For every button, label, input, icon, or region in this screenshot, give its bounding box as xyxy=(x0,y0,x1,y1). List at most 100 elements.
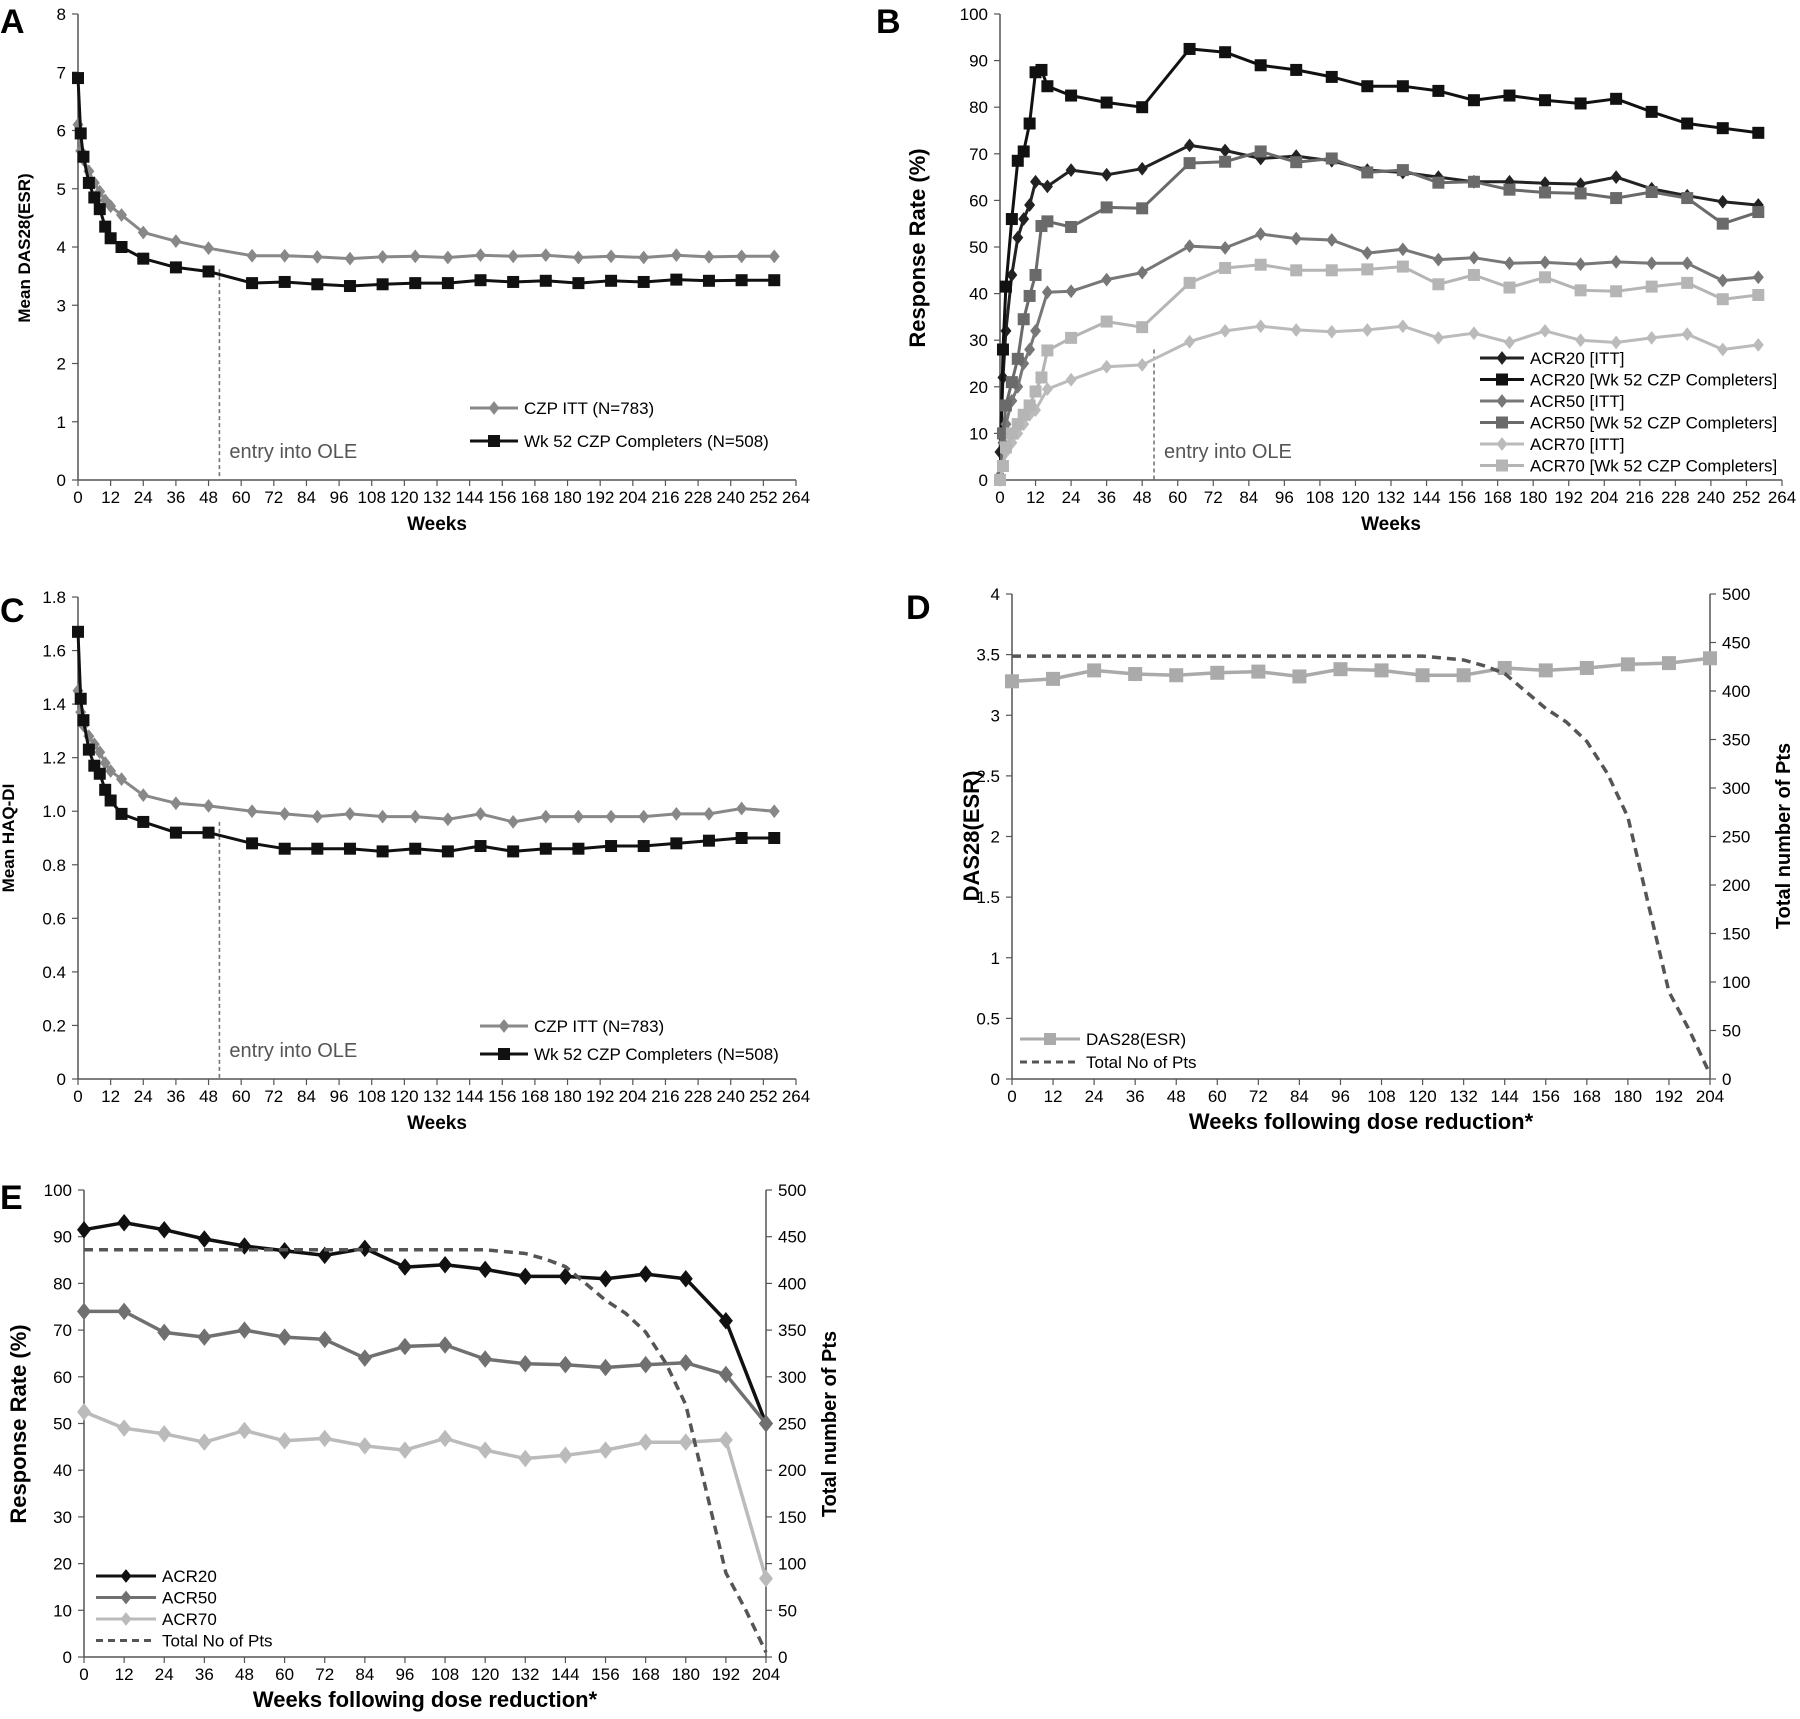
y-tick-label: 80 xyxy=(53,1274,72,1293)
data-point xyxy=(409,249,421,264)
data-point xyxy=(1255,227,1267,241)
x-tick-label: 192 xyxy=(1655,1087,1683,1106)
y2-tick-label: 150 xyxy=(1722,925,1750,944)
data-point xyxy=(488,435,500,447)
data-point xyxy=(507,845,520,858)
x-tick-label: 72 xyxy=(1249,1087,1268,1106)
x-tick-label: 120 xyxy=(390,488,418,507)
data-point xyxy=(197,1433,212,1451)
data-point xyxy=(507,249,519,264)
y2-tick-label: 300 xyxy=(1722,779,1750,798)
data-point xyxy=(202,826,215,839)
data-point xyxy=(507,815,519,829)
panel-b: B 0 12 24 36 48 60 72 84 96 108 120 132 144 156 168 180 1… xyxy=(876,3,1796,535)
x-tick-label: 156 xyxy=(1532,1087,1560,1106)
data-point xyxy=(74,127,87,140)
legend-label: Wk 52 CZP Completers (N=508) xyxy=(534,1045,779,1064)
x-tick-label: 216 xyxy=(651,1087,679,1106)
data-point xyxy=(317,1330,332,1349)
data-point xyxy=(994,474,1006,486)
data-point xyxy=(1503,89,1516,102)
x-axis-title: Weeks xyxy=(407,1113,467,1134)
data-point xyxy=(1752,270,1764,285)
data-point xyxy=(1030,324,1042,338)
x-tick-label: 144 xyxy=(1491,1087,1519,1106)
data-point xyxy=(1024,342,1036,357)
data-point xyxy=(115,807,128,820)
x-tick-label: 84 xyxy=(297,1087,316,1106)
x-tick-label: 60 xyxy=(232,488,251,507)
data-point xyxy=(1005,674,1019,689)
x-tick-label: 132 xyxy=(1449,1087,1477,1106)
y-tick-label: 80 xyxy=(969,98,988,117)
series-line xyxy=(76,690,775,824)
x-tick-label: 0 xyxy=(995,488,1004,507)
x-tick-label: 168 xyxy=(1573,1087,1601,1106)
data-point xyxy=(768,804,780,819)
data-point xyxy=(1539,186,1552,199)
data-point xyxy=(1029,268,1042,281)
x-tick-label: 180 xyxy=(672,1665,700,1684)
x-axis-title: Weeks xyxy=(1361,514,1421,535)
data-point xyxy=(157,1425,172,1443)
x-tick-label: 12 xyxy=(101,488,120,507)
x-tick-label: 36 xyxy=(1097,488,1116,507)
data-point xyxy=(478,1441,493,1459)
y-tick-label: 8 xyxy=(57,5,66,24)
data-point xyxy=(1661,656,1676,671)
data-point xyxy=(1646,256,1658,271)
data-point xyxy=(357,1239,372,1258)
data-point xyxy=(478,1260,493,1279)
data-point xyxy=(344,807,356,821)
y2-tick-label: 350 xyxy=(1722,731,1750,750)
data-point xyxy=(1752,126,1765,139)
data-point xyxy=(72,72,84,85)
data-point xyxy=(117,1302,132,1321)
x-tick-label: 24 xyxy=(1085,1087,1104,1106)
data-point xyxy=(678,1354,693,1372)
data-point xyxy=(702,834,715,847)
data-point xyxy=(1041,344,1054,357)
x-tick-label: 168 xyxy=(521,488,549,507)
data-point xyxy=(1041,285,1053,300)
y2-tick-label: 50 xyxy=(778,1601,797,1620)
series-acr20 xyxy=(77,1213,773,1433)
data-point xyxy=(1610,335,1622,350)
y-tick-label: 0.2 xyxy=(42,1016,66,1035)
data-point xyxy=(77,1302,91,1321)
y2-tick-label: 400 xyxy=(778,1274,806,1293)
data-point xyxy=(442,250,454,265)
series-line xyxy=(998,143,1759,453)
y-tick-label: 10 xyxy=(53,1601,72,1620)
data-point xyxy=(157,1220,172,1239)
x-tick-label: 204 xyxy=(752,1665,780,1684)
y-tick-label: 2 xyxy=(991,828,1000,847)
x-tick-label: 0 xyxy=(1007,1087,1016,1106)
legend-item: ACR50 [ITT] xyxy=(1480,392,1624,411)
y-tick-label: 70 xyxy=(969,145,988,164)
data-point xyxy=(82,743,95,756)
y-tick-label: 40 xyxy=(53,1461,72,1480)
data-point xyxy=(1496,437,1508,451)
panel-label: B xyxy=(876,3,901,41)
x-tick-label: 264 xyxy=(782,488,810,507)
data-point xyxy=(1374,663,1389,678)
data-point xyxy=(1011,418,1024,431)
data-point xyxy=(1681,276,1694,289)
data-point xyxy=(72,625,84,638)
x-tick-label: 240 xyxy=(1697,488,1725,507)
data-point xyxy=(1496,394,1508,408)
legend-label: DAS28(ESR) xyxy=(1086,1030,1186,1049)
x-tick-label: 12 xyxy=(1026,488,1045,507)
y-tick-label: 1 xyxy=(57,413,66,432)
data-point xyxy=(703,807,715,821)
data-point xyxy=(1183,42,1196,55)
data-point xyxy=(1539,94,1552,107)
series-line xyxy=(1011,656,1711,684)
data-point xyxy=(1574,284,1587,297)
data-point xyxy=(1539,324,1551,338)
y2-tick-label: 0 xyxy=(778,1648,787,1667)
data-point xyxy=(1432,84,1445,97)
data-point xyxy=(1716,293,1729,306)
legend-item: ACR70 [ITT] xyxy=(1480,435,1624,454)
